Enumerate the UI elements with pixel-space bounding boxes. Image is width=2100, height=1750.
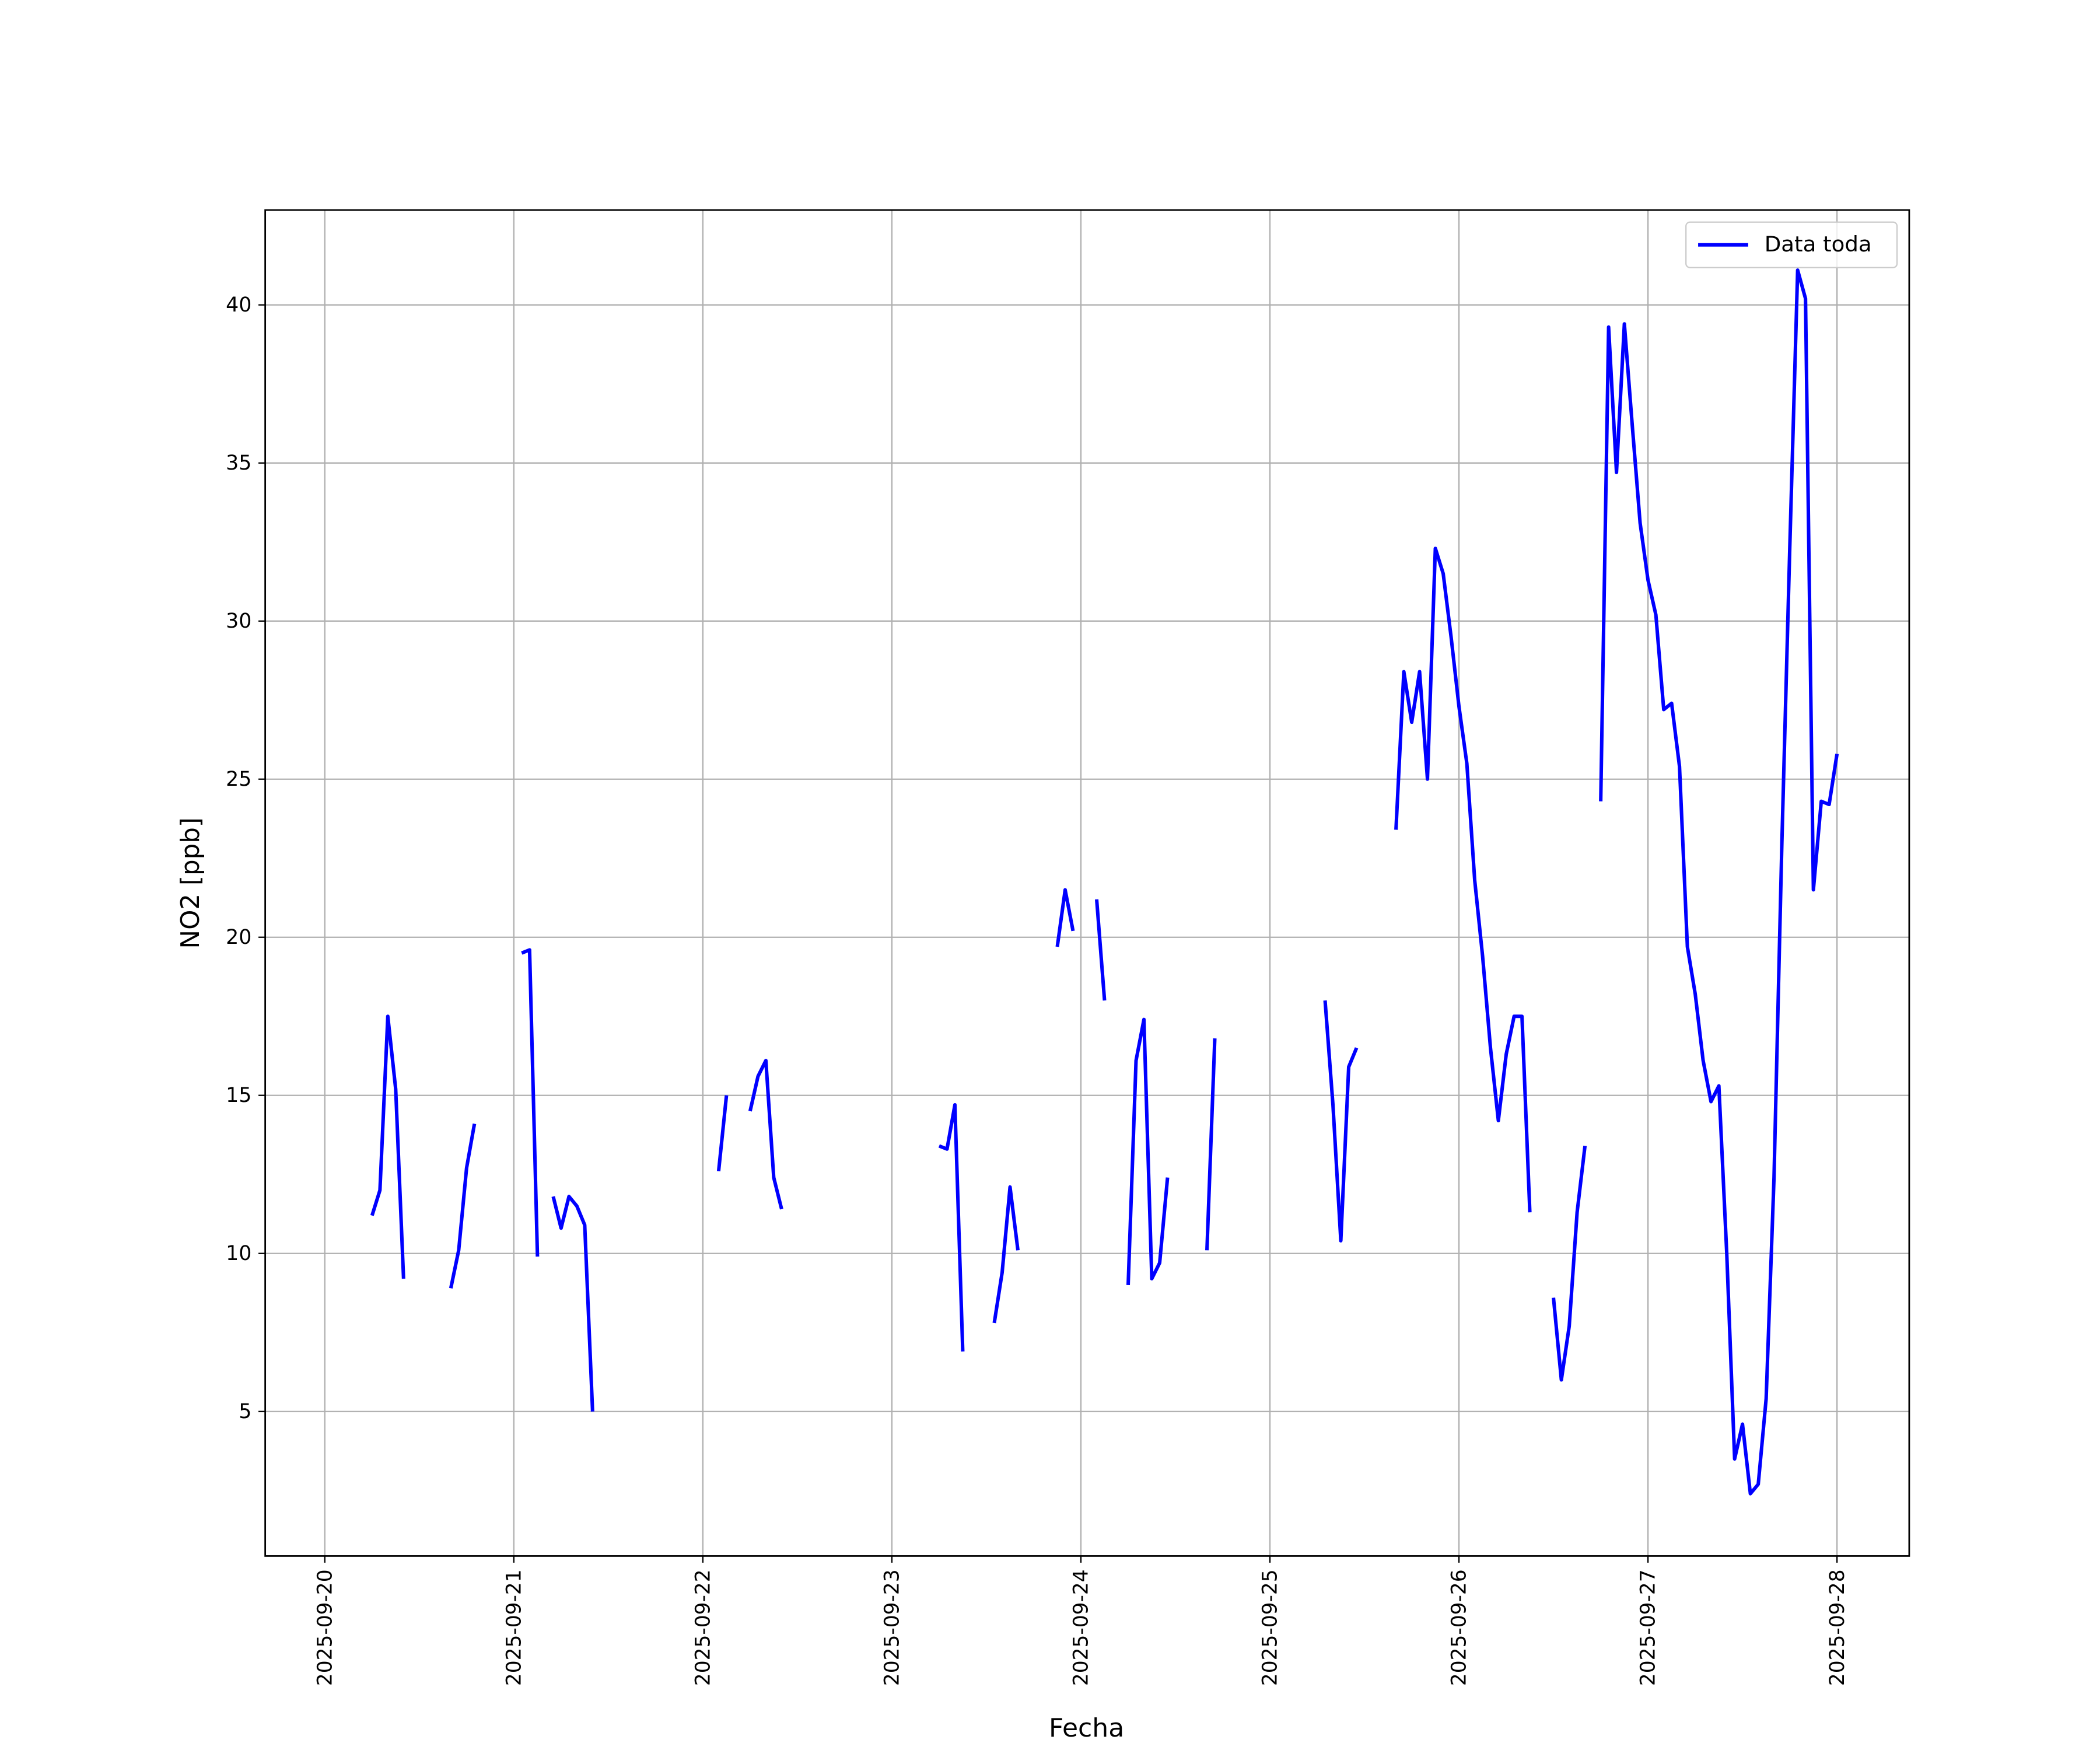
line-segment — [1552, 1146, 1587, 1382]
y-tick-label: 15 — [226, 1084, 251, 1107]
x-tick-label: 2025-09-22 — [691, 1569, 715, 1686]
line-segment — [938, 1103, 965, 1352]
line-segment — [748, 1059, 783, 1210]
line-segment — [1205, 1038, 1217, 1251]
line-segment — [1599, 268, 1839, 1496]
y-tick-label: 25 — [226, 768, 251, 791]
line-segment — [1094, 899, 1107, 1001]
x-axis-label: Fecha — [1049, 1713, 1124, 1743]
x-tick-label: 2025-09-26 — [1448, 1569, 1471, 1686]
x-tick-label: 2025-09-23 — [880, 1569, 904, 1686]
line-segment — [992, 1185, 1020, 1324]
x-tick-label: 2025-09-25 — [1258, 1569, 1282, 1686]
line-segment — [716, 1095, 729, 1172]
plot-frame — [264, 209, 1910, 1557]
legend-box — [1685, 221, 1898, 268]
y-tick-label: 30 — [226, 610, 251, 633]
y-tick-label: 20 — [226, 926, 251, 949]
y-axis-label: NO2 [ppb] — [176, 817, 205, 949]
legend-label: Data toda — [1765, 232, 1872, 257]
line-segment — [1126, 1017, 1170, 1286]
line-segment — [521, 948, 540, 1257]
line-segment — [1055, 888, 1075, 947]
x-tick-label: 2025-09-21 — [502, 1569, 526, 1686]
x-tick-label: 2025-09-20 — [313, 1569, 337, 1686]
y-tick-label: 35 — [226, 452, 251, 475]
line-segment — [1394, 547, 1532, 1213]
x-tick-label: 2025-09-24 — [1069, 1569, 1093, 1686]
y-tick-label: 10 — [226, 1242, 251, 1265]
x-tick-label: 2025-09-28 — [1826, 1569, 1849, 1686]
legend: Data toda — [1685, 221, 1898, 268]
x-tick-label: 2025-09-27 — [1637, 1569, 1660, 1686]
y-tick-label: 5 — [239, 1400, 251, 1423]
y-tick-label: 40 — [226, 293, 251, 317]
line-segment — [370, 1014, 405, 1279]
line-segment — [449, 1123, 477, 1289]
line-segment — [1323, 1000, 1359, 1243]
line-segment — [551, 1195, 594, 1412]
